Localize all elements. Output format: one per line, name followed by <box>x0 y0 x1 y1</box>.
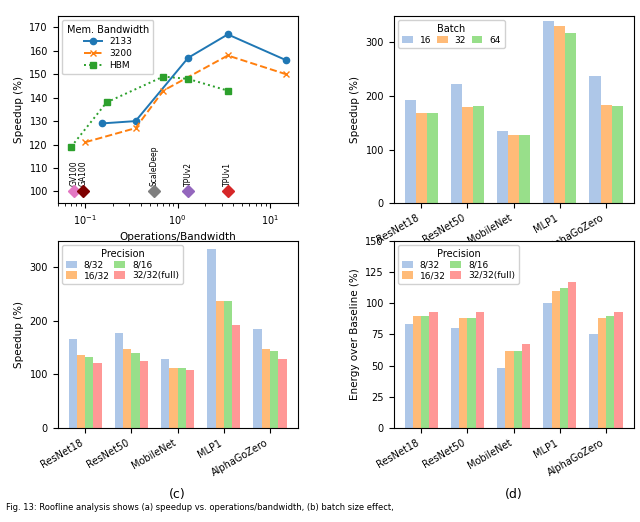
Bar <box>560 288 568 428</box>
Y-axis label: Speedup (%): Speedup (%) <box>14 301 24 368</box>
Text: GV100: GV100 <box>69 160 78 186</box>
Title: (c): (c) <box>169 489 186 502</box>
HBM <box>103 99 111 105</box>
Bar <box>612 106 623 203</box>
Bar <box>224 301 232 428</box>
Bar <box>589 334 598 428</box>
HBM <box>67 144 75 150</box>
Text: TPUv2: TPUv2 <box>184 162 193 186</box>
Bar <box>552 291 560 428</box>
Legend: 16, 32, 64: 16, 32, 64 <box>398 20 504 48</box>
3200 <box>159 88 167 94</box>
Line: 3200: 3200 <box>83 52 289 145</box>
X-axis label: Operations/Bandwidth: Operations/Bandwidth <box>119 232 236 242</box>
Y-axis label: Speedup (%): Speedup (%) <box>350 76 360 143</box>
Bar <box>186 370 195 428</box>
Bar <box>451 328 459 428</box>
Bar <box>462 106 473 203</box>
Bar <box>415 113 427 203</box>
Bar <box>598 318 606 428</box>
Legend: 8/32, 16/32, 8/16, 32/32(full): 8/32, 16/32, 8/16, 32/32(full) <box>62 245 183 284</box>
HBM <box>224 88 232 94</box>
Bar <box>543 303 552 428</box>
Bar <box>565 33 577 203</box>
Bar <box>473 106 484 203</box>
Bar <box>278 359 287 428</box>
Bar <box>497 131 508 203</box>
Bar <box>589 76 600 203</box>
Y-axis label: Energy over Baseline (%): Energy over Baseline (%) <box>349 268 360 400</box>
HBM <box>184 76 192 82</box>
Bar <box>429 312 438 428</box>
Bar <box>519 135 531 203</box>
Bar <box>543 21 554 203</box>
Bar <box>404 324 413 428</box>
Bar <box>232 325 241 428</box>
HBM <box>159 74 167 80</box>
Legend: 2133, 3200, HBM: 2133, 3200, HBM <box>62 20 154 74</box>
Bar <box>514 351 522 428</box>
Bar <box>262 349 270 428</box>
Line: HBM: HBM <box>68 74 231 150</box>
Bar <box>207 248 216 428</box>
2133 <box>224 31 232 38</box>
Bar <box>508 135 519 203</box>
Bar <box>505 351 514 428</box>
Bar <box>404 100 415 203</box>
Bar <box>459 318 467 428</box>
Bar <box>68 339 77 428</box>
Bar <box>476 312 484 428</box>
Bar <box>427 113 438 203</box>
Bar <box>600 105 612 203</box>
Bar <box>497 368 505 428</box>
Bar <box>253 329 262 428</box>
Bar <box>140 361 148 428</box>
Bar <box>522 345 531 428</box>
Bar <box>93 363 102 428</box>
Bar <box>270 351 278 428</box>
Bar <box>169 367 177 428</box>
Bar <box>568 282 577 428</box>
Bar <box>451 84 462 203</box>
Bar <box>467 318 476 428</box>
Bar <box>554 27 565 203</box>
Y-axis label: Speedup (%): Speedup (%) <box>14 76 24 143</box>
Bar <box>85 357 93 428</box>
Bar <box>216 301 224 428</box>
Bar <box>606 316 614 428</box>
3200 <box>132 125 140 131</box>
Text: GA100: GA100 <box>79 160 88 186</box>
Title: (b): (b) <box>505 264 522 277</box>
Bar <box>115 333 123 428</box>
Bar <box>131 353 140 428</box>
Line: 2133: 2133 <box>99 31 289 126</box>
3200 <box>282 71 290 77</box>
2133 <box>132 118 140 124</box>
Bar <box>123 349 131 428</box>
3200 <box>224 52 232 58</box>
Bar <box>161 360 169 428</box>
Text: Fig. 13: Roofline analysis shows (a) speedup vs. operations/bandwidth, (b) batch: Fig. 13: Roofline analysis shows (a) spe… <box>6 503 394 512</box>
3200 <box>81 139 89 145</box>
Bar <box>77 355 85 428</box>
Bar <box>177 367 186 428</box>
Title: (d): (d) <box>505 489 522 502</box>
Bar <box>421 316 429 428</box>
2133 <box>184 55 192 61</box>
Bar <box>413 316 421 428</box>
Text: TPUv1: TPUv1 <box>223 162 232 186</box>
Text: ScaleDeep: ScaleDeep <box>149 145 158 186</box>
Legend: 8/32, 16/32, 8/16, 32/32(full): 8/32, 16/32, 8/16, 32/32(full) <box>398 245 519 284</box>
Title: (a): (a) <box>169 264 186 277</box>
2133 <box>282 57 290 63</box>
2133 <box>98 120 106 126</box>
Bar <box>614 312 623 428</box>
